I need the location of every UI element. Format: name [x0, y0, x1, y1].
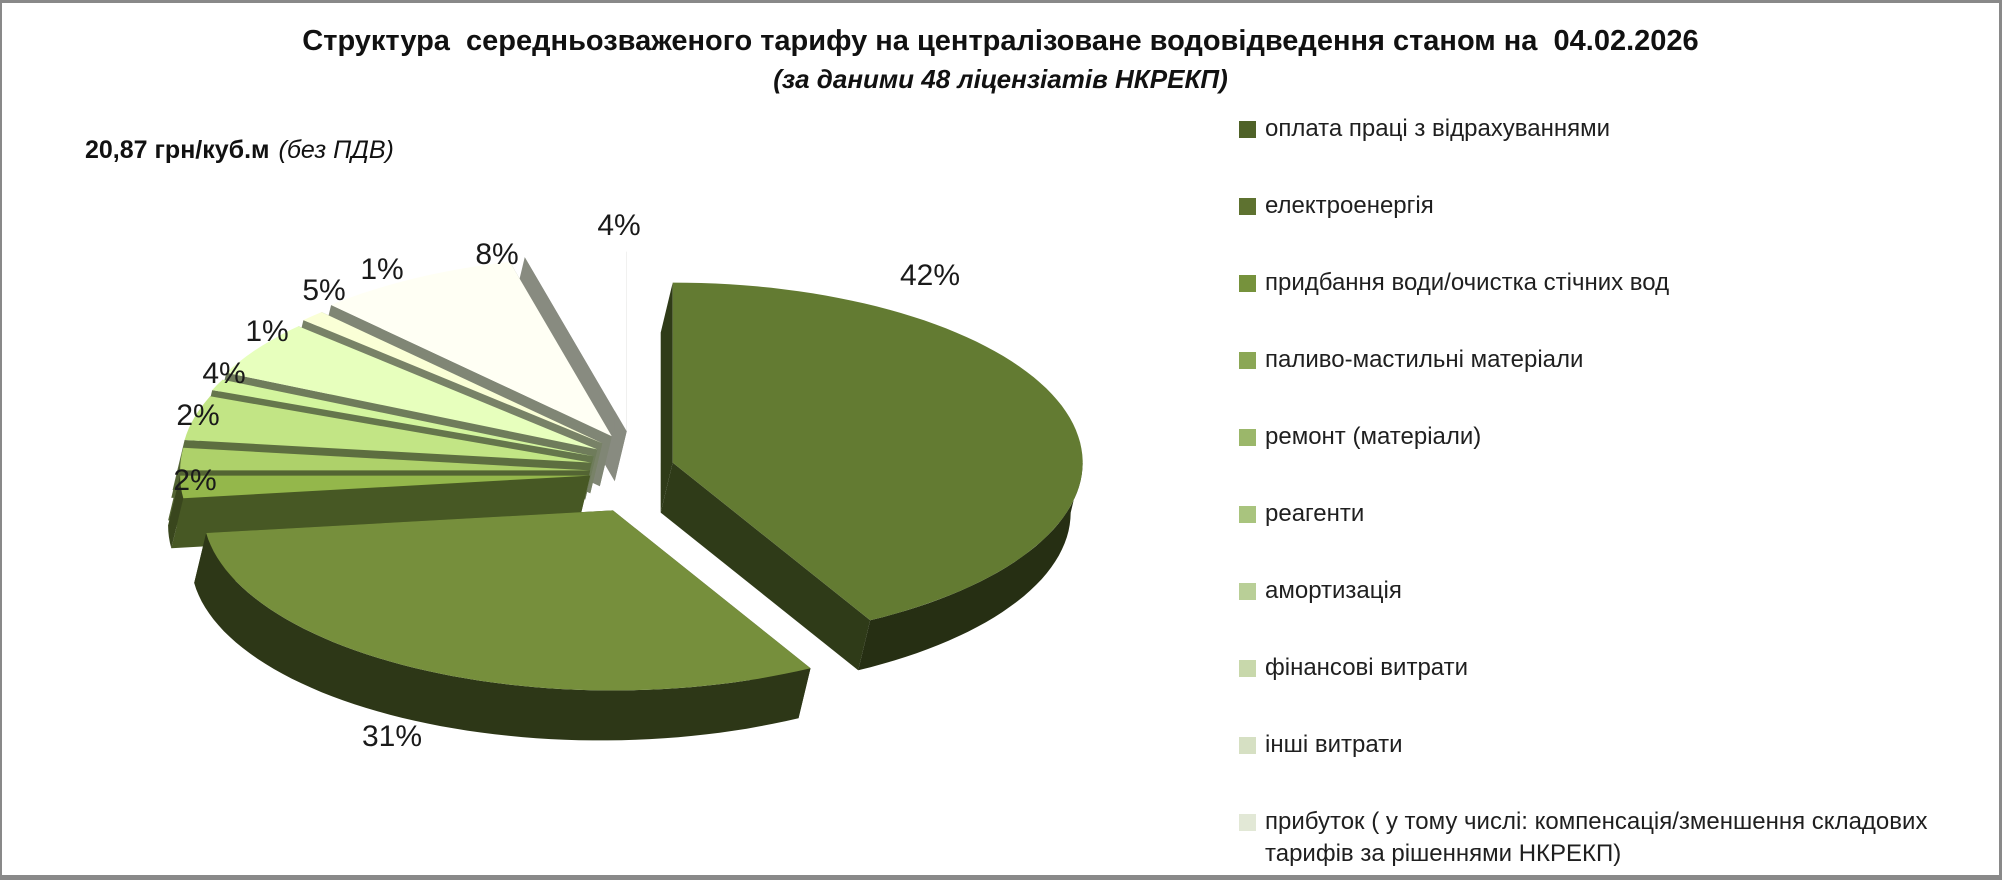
- chart-title: Структура середньозваженого тарифу на це…: [302, 25, 1699, 57]
- legend-swatch-icon: [1239, 583, 1256, 600]
- legend: оплата праці з відрахуваннями електроенер…: [1239, 113, 1979, 875]
- legend-item: електроенергія: [1239, 190, 1979, 222]
- tariff-note: (без ПДВ): [278, 136, 394, 164]
- legend-label: придбання води/очистка стічних вод: [1265, 269, 1670, 296]
- chart-header: Структура середньозваженого тарифу на це…: [2, 21, 1999, 97]
- pie-slice-top: [672, 282, 1083, 621]
- tariff-value: 20,87 грн/куб.м: [85, 136, 270, 164]
- pie-percent-label: 8%: [475, 238, 518, 271]
- pie-percent-label: 42%: [900, 259, 960, 292]
- legend-item: реагенти: [1239, 498, 1979, 530]
- legend-item: амортизація: [1239, 575, 1979, 607]
- legend-item: прибуток ( у тому числі: компенсація/зме…: [1239, 806, 1979, 870]
- legend-label: інші витрати: [1265, 731, 1403, 758]
- legend-label: паливо-мастильні матеріали: [1265, 346, 1584, 373]
- pie-slice-top: [184, 396, 592, 463]
- pie-slice-edge: [660, 462, 871, 671]
- pie-slice-top: [206, 510, 811, 691]
- pie-percent-label: 1%: [245, 315, 288, 348]
- legend-label: ремонт (матеріали): [1265, 423, 1482, 450]
- pie-slice-top: [180, 475, 591, 499]
- legend-item: паливо-мастильні матеріали: [1239, 344, 1979, 376]
- pie-percent-label: 31%: [362, 720, 422, 753]
- legend-swatch-icon: [1239, 275, 1256, 292]
- pie-percent-label: 4%: [202, 357, 245, 390]
- legend-label: фінансові витрати: [1265, 654, 1469, 681]
- pie-percent-label: 2%: [173, 464, 216, 497]
- legend-swatch-icon: [1239, 737, 1256, 754]
- pie-slice-wall: [168, 475, 184, 549]
- legend-swatch-icon: [1239, 352, 1256, 369]
- legend-swatch-icon: [1239, 814, 1256, 831]
- legend-swatch-icon: [1239, 198, 1256, 215]
- pie-slice-top: [524, 251, 627, 432]
- pie-percent-label: 2%: [176, 399, 219, 432]
- legend-swatch-icon: [1239, 429, 1256, 446]
- tariff-annotation: 20,87 грн/куб.м (без ПДВ): [85, 136, 394, 165]
- legend-item: придбання води/очистка стічних вод: [1239, 267, 1979, 299]
- pie-percent-label: 4%: [597, 209, 640, 242]
- legend-swatch-icon: [1239, 660, 1256, 677]
- legend-label: амортизація: [1265, 577, 1402, 604]
- pie-slice-wall: [194, 533, 811, 741]
- legend-label: електроенергія: [1265, 192, 1434, 219]
- legend-label: реагенти: [1265, 500, 1365, 527]
- pie-slice-top: [303, 312, 603, 444]
- legend-item: фінансові витрати: [1239, 652, 1979, 684]
- legend-swatch-icon: [1239, 506, 1256, 523]
- chart-subtitle: (за даними 48 ліцензіатів НКРЕКП): [773, 64, 1228, 94]
- pie-slice-top: [212, 379, 594, 457]
- pie-3d-svg: 42%31%2%2%4%1%5%1% 8%4%: [168, 209, 1083, 753]
- legend-item: оплата праці з відрахуваннями: [1239, 113, 1979, 145]
- pie-percent-label: 1%: [360, 253, 403, 286]
- legend-label: прибуток ( у тому числі: компенсація/зме…: [1265, 808, 1928, 867]
- legend-label: оплата праці з відрахуваннями: [1265, 115, 1611, 142]
- legend-item: інші витрати: [1239, 729, 1979, 761]
- pie-slice-edge: [660, 282, 673, 513]
- pie-slice-wall: [858, 462, 1083, 671]
- pie-slice-top: [180, 447, 591, 471]
- pie-slice-top: [226, 326, 598, 450]
- legend-item: ремонт (матеріали): [1239, 421, 1979, 453]
- pie-slice-top: [331, 261, 612, 437]
- pie-percent-label: 5%: [302, 274, 345, 307]
- legend-swatch-icon: [1239, 121, 1256, 138]
